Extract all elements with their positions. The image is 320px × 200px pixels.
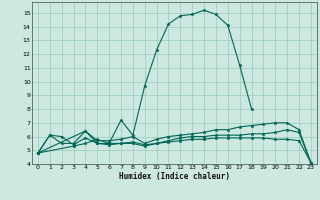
X-axis label: Humidex (Indice chaleur): Humidex (Indice chaleur) bbox=[119, 172, 230, 181]
